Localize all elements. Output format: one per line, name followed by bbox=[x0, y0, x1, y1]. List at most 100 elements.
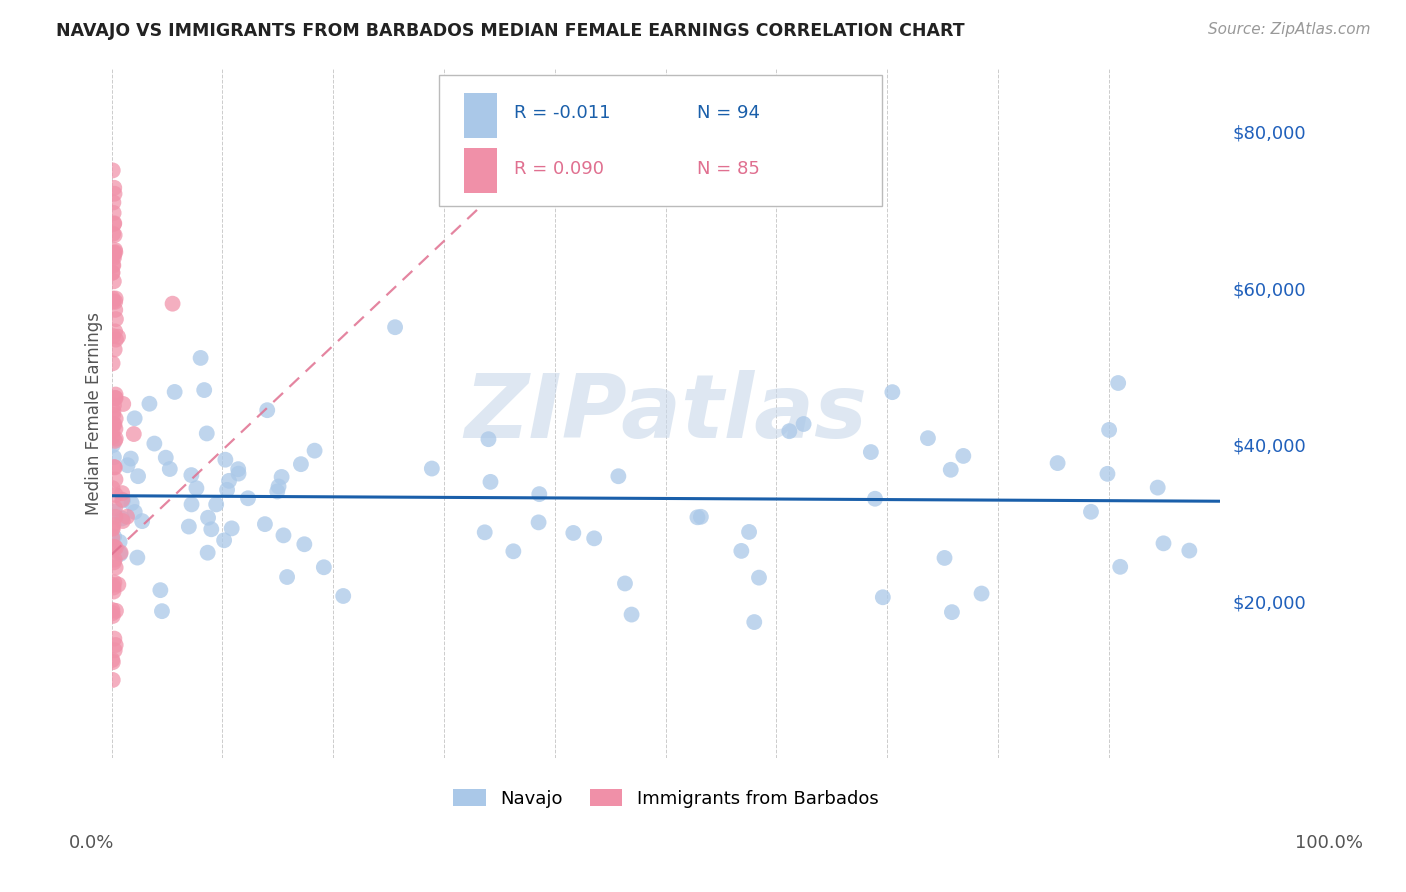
Point bbox=[110, 547, 132, 561]
Point bbox=[138, 397, 160, 411]
Text: N = 94: N = 94 bbox=[697, 104, 759, 122]
Point bbox=[103, 408, 125, 422]
Point bbox=[107, 330, 129, 344]
Point bbox=[104, 460, 127, 475]
Point bbox=[121, 496, 143, 510]
Point bbox=[104, 473, 127, 487]
Point bbox=[384, 320, 406, 334]
Point bbox=[197, 546, 219, 560]
Point bbox=[190, 351, 212, 365]
Point bbox=[686, 510, 709, 524]
Point bbox=[502, 544, 524, 558]
Point bbox=[197, 510, 219, 524]
Point bbox=[111, 492, 134, 507]
Point bbox=[127, 550, 149, 565]
Point bbox=[872, 591, 894, 605]
Point bbox=[103, 246, 125, 260]
Point bbox=[104, 643, 127, 657]
Point bbox=[101, 578, 124, 592]
Point bbox=[111, 514, 134, 528]
FancyBboxPatch shape bbox=[464, 148, 498, 193]
Point bbox=[195, 426, 218, 441]
Point bbox=[103, 398, 125, 412]
Point bbox=[103, 505, 125, 519]
Point bbox=[778, 424, 800, 438]
Point bbox=[104, 541, 127, 555]
Point bbox=[104, 509, 127, 524]
Point bbox=[112, 397, 135, 411]
FancyBboxPatch shape bbox=[439, 76, 882, 206]
Point bbox=[253, 517, 276, 532]
Point bbox=[103, 246, 125, 260]
Text: R = -0.011: R = -0.011 bbox=[513, 104, 610, 122]
Point bbox=[103, 450, 125, 465]
Point bbox=[108, 535, 131, 549]
Y-axis label: Median Female Earnings: Median Female Earnings bbox=[86, 312, 103, 515]
Point bbox=[1080, 505, 1102, 519]
Point bbox=[103, 181, 125, 195]
Point bbox=[143, 436, 166, 450]
Point bbox=[104, 560, 127, 574]
Point bbox=[101, 540, 124, 554]
Point bbox=[970, 586, 993, 600]
Point bbox=[104, 302, 127, 317]
Point bbox=[150, 604, 173, 618]
Point bbox=[101, 522, 124, 536]
Point bbox=[212, 533, 235, 548]
Point bbox=[103, 274, 125, 288]
Point bbox=[107, 577, 129, 591]
Point bbox=[104, 343, 127, 357]
Point bbox=[111, 511, 134, 525]
Point bbox=[292, 537, 315, 551]
Point bbox=[104, 488, 127, 502]
Point bbox=[101, 227, 124, 241]
Point bbox=[276, 570, 298, 584]
Point bbox=[270, 470, 292, 484]
Point bbox=[742, 615, 765, 629]
Point bbox=[101, 425, 124, 439]
Point bbox=[159, 462, 181, 476]
Point bbox=[101, 521, 124, 535]
Point bbox=[101, 292, 124, 306]
Point bbox=[101, 163, 124, 178]
Point bbox=[226, 462, 249, 476]
Point bbox=[104, 324, 127, 338]
Point bbox=[103, 251, 125, 265]
Point bbox=[266, 484, 288, 499]
Point bbox=[111, 493, 134, 508]
Point bbox=[290, 457, 312, 471]
Point bbox=[934, 550, 956, 565]
Point bbox=[104, 501, 127, 516]
Point bbox=[103, 555, 125, 569]
Point bbox=[103, 584, 125, 599]
Point bbox=[952, 449, 974, 463]
Point bbox=[103, 417, 125, 432]
Point bbox=[180, 468, 202, 483]
Point bbox=[607, 469, 630, 483]
Point bbox=[103, 258, 125, 272]
Point bbox=[477, 432, 499, 446]
Point bbox=[200, 522, 222, 536]
Point bbox=[101, 655, 124, 669]
Point bbox=[1098, 423, 1121, 437]
Point bbox=[101, 606, 124, 620]
Point bbox=[103, 329, 125, 343]
Point bbox=[273, 528, 295, 542]
Text: N = 85: N = 85 bbox=[697, 160, 759, 178]
Point bbox=[620, 607, 643, 622]
Point bbox=[155, 450, 177, 465]
Point bbox=[527, 516, 550, 530]
Point bbox=[221, 521, 243, 535]
Point bbox=[214, 452, 236, 467]
Point bbox=[312, 560, 335, 574]
Point bbox=[103, 417, 125, 432]
Point bbox=[614, 576, 637, 591]
Legend: Navajo, Immigrants from Barbados: Navajo, Immigrants from Barbados bbox=[446, 782, 886, 815]
Point bbox=[104, 604, 127, 618]
Point bbox=[103, 581, 125, 595]
Point bbox=[104, 294, 127, 309]
Point bbox=[859, 445, 882, 459]
Point bbox=[267, 479, 290, 493]
Point bbox=[101, 653, 124, 667]
Point bbox=[941, 605, 963, 619]
